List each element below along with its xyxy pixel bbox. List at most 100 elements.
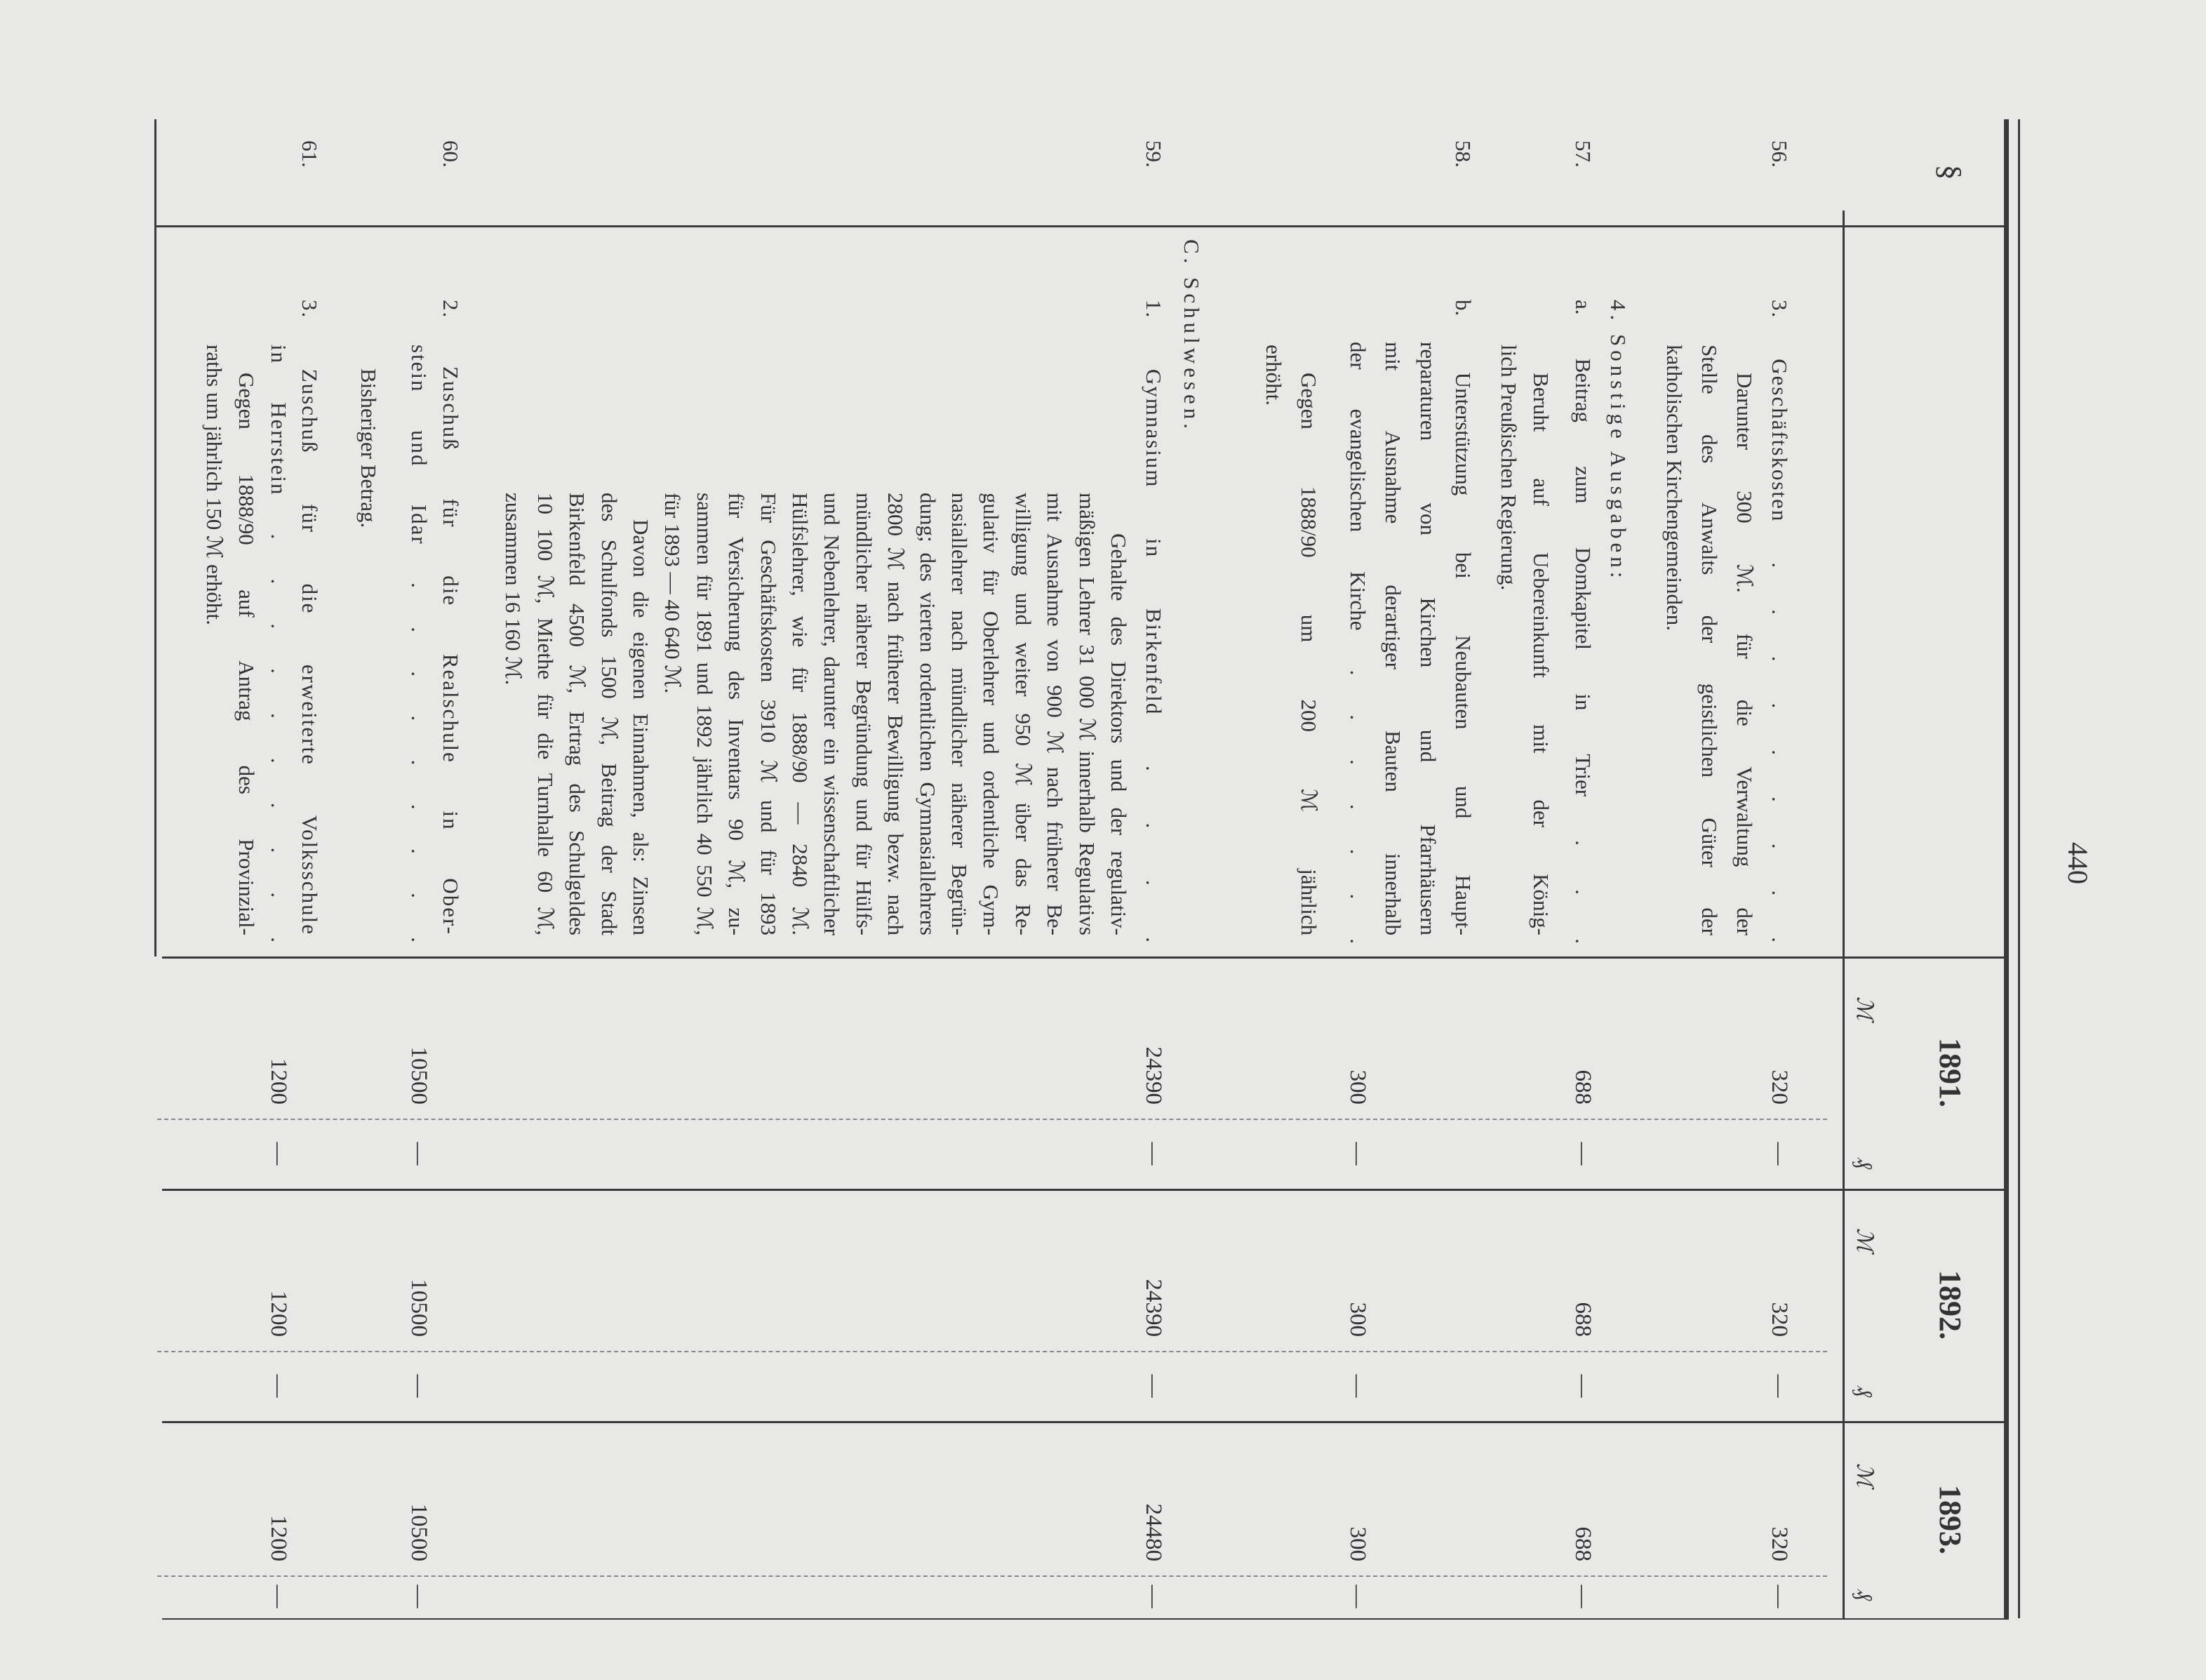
page-number: 440 xyxy=(2062,842,2094,884)
amount-pfennig-0: — xyxy=(406,1142,432,1166)
table-rule xyxy=(2018,119,2020,1618)
entry-text-line: Stelle des Anwalts der geistlichen Güter… xyxy=(1697,345,1722,935)
entry-text-line: gulativ für Oberlehrer und ordentliche G… xyxy=(979,493,1004,935)
header-pfennig-1892: ₰ xyxy=(1852,1386,1878,1397)
entry-text-line: des Schulfonds 1500 ℳ, Beitrag der Stadt xyxy=(596,493,622,935)
amount-mark-2: 10500 xyxy=(406,1503,432,1562)
amount-pfennig-0: — xyxy=(266,1142,291,1166)
entry-text-line: Davon die eigenen Einnahmen, als: Zinsen xyxy=(629,519,653,935)
column-divider-dashed xyxy=(157,1351,1827,1352)
amount-mark-1: 300 xyxy=(1345,1302,1370,1338)
table-rule xyxy=(2004,119,2009,1618)
entry-text-line: katholischen Kirchengemeinden. xyxy=(1662,345,1687,632)
entry-text-line: mündlicher näherer Begründung und für Hü… xyxy=(851,493,876,935)
entry-text-line: raths um jährlich 150 ℳ erhöht. xyxy=(202,345,227,625)
entry-text-line: Gehalte des Direktors und der regulativ- xyxy=(1107,533,1131,935)
entry-text-line: C. Schulwesen. xyxy=(1179,239,1204,434)
amount-mark-1: 688 xyxy=(1570,1302,1596,1338)
section-number: 58. xyxy=(1451,140,1476,168)
amount-pfennig-2: — xyxy=(1767,1585,1792,1608)
table-rule xyxy=(162,1421,2009,1423)
amount-pfennig-1: — xyxy=(1141,1374,1166,1398)
entry-text-line: nasiallehrer nach mündlicher näherer Beg… xyxy=(947,493,972,935)
entry-text-line: 2. Zuschuß für die Realschule in Ober- xyxy=(439,300,463,935)
section-number: 61. xyxy=(298,140,322,168)
header-mark-1893: ℳ xyxy=(1852,1463,1878,1488)
entry-text-line: erhöht. xyxy=(1262,345,1286,406)
header-year-1891: 1891. xyxy=(1933,1038,1967,1107)
amount-pfennig-2: — xyxy=(406,1585,432,1608)
entry-text-line: 1. Gymnasium in Birkenfeld . . . . xyxy=(1142,300,1166,944)
amount-mark-0: 300 xyxy=(1345,1069,1370,1105)
amount-mark-1: 1200 xyxy=(266,1291,291,1337)
amount-pfennig-0: — xyxy=(1345,1142,1370,1166)
amount-mark-2: 688 xyxy=(1570,1526,1596,1562)
entry-text-line: Bisheriger Betrag. xyxy=(356,368,381,528)
amount-mark-2: 320 xyxy=(1767,1526,1792,1562)
entry-text-line: b. Unterstützung bei Neubauten und Haupt… xyxy=(1451,300,1476,935)
entry-text-line: 3. Zuschuß für die erweiterte Volksschul… xyxy=(298,300,322,935)
header-pfennig-1893: ₰ xyxy=(1852,1589,1878,1601)
entry-text-line: willigung und weiter 950 ℳ über das Re- xyxy=(1010,493,1036,935)
entry-text-line: Für Geschäftskosten 3910 ℳ und für 1893 xyxy=(756,493,781,935)
amount-pfennig-1: — xyxy=(266,1374,291,1398)
amount-pfennig-2: — xyxy=(1345,1585,1370,1608)
column-divider-dashed xyxy=(157,1119,1827,1120)
amount-mark-1: 24390 xyxy=(1141,1279,1166,1338)
entry-text-line: 2800 ℳ nach früherer Bewilligung bezw. n… xyxy=(883,493,909,935)
entry-text-line: mit Ausnahme derartiger Bauten innerhalb xyxy=(1381,342,1405,935)
entry-text-line: dung; des vierten ordentlichen Gymnasial… xyxy=(915,493,940,935)
amount-mark-0: 320 xyxy=(1767,1069,1792,1105)
amount-pfennig-2: — xyxy=(1570,1585,1596,1608)
header-section-symbol: § xyxy=(1933,164,1967,180)
table-rule xyxy=(154,119,156,956)
table-rule xyxy=(162,1618,2009,1620)
entry-text-line: für Versicherung des Inventars 90 ℳ, zu- xyxy=(724,493,749,935)
amount-pfennig-0: — xyxy=(1570,1142,1596,1166)
section-number: 60. xyxy=(439,140,463,168)
entry-text-line: mit Ausnahme von 900 ℳ nach früherer Be- xyxy=(1043,493,1068,935)
amount-mark-0: 1200 xyxy=(266,1058,291,1105)
header-pfennig-1891: ₰ xyxy=(1852,1158,1878,1169)
entry-text-line: in Herrstein . . . . . . . . . . xyxy=(267,345,291,944)
amount-mark-2: 300 xyxy=(1345,1526,1370,1562)
amount-mark-2: 1200 xyxy=(266,1515,291,1561)
amount-mark-0: 24390 xyxy=(1141,1046,1166,1105)
entry-text-line: Beruht auf Uebereinkunft mit der König- xyxy=(1529,373,1553,935)
section-number: 59. xyxy=(1142,140,1166,168)
entry-text-line: Darunter 300 ℳ. für die Verwaltung der xyxy=(1732,373,1757,935)
header-year-1892: 1892. xyxy=(1933,1270,1967,1340)
entry-text-line: 3. Geschäftskosten . . . . . . . . . xyxy=(1767,300,1792,944)
amount-pfennig-0: — xyxy=(1767,1142,1792,1166)
entry-text-line: 10 100 ℳ, Miethe für die Turnhalle 60 ℳ, xyxy=(533,493,558,935)
entry-text-line: sammen für 1891 und 1892 jährlich 40 550… xyxy=(692,493,717,935)
header-mark-1891: ℳ xyxy=(1852,996,1878,1021)
entry-text-line: für 1893 — 40 640 ℳ. xyxy=(660,493,686,694)
table-rule xyxy=(155,225,2009,227)
header-mark-1892: ℳ xyxy=(1852,1228,1878,1253)
entry-text-line: und Nebenlehrer, darunter ein wissenscha… xyxy=(820,493,845,935)
amount-pfennig-1: — xyxy=(1345,1374,1370,1398)
amount-pfennig-1: — xyxy=(406,1374,432,1398)
entry-text-line: zusammen 16 160 ℳ. xyxy=(501,493,526,686)
entry-text-line: lich Preußischen Regierung. xyxy=(1497,345,1521,591)
entry-text-line: a. Beitrag zum Domkapitel in Trier . . . xyxy=(1571,300,1596,944)
amount-pfennig-2: — xyxy=(266,1585,291,1608)
entry-text-line: stein und Idar . . . . . . . . . xyxy=(407,345,432,944)
amount-pfennig-0: — xyxy=(1141,1142,1166,1166)
amount-mark-1: 10500 xyxy=(406,1279,432,1338)
entry-text-line: mäßigen Lehrer 31 000 ℳ innerhalb Regula… xyxy=(1074,493,1099,935)
amount-pfennig-1: — xyxy=(1570,1374,1596,1398)
table-rule xyxy=(1843,211,1845,1618)
amount-mark-0: 10500 xyxy=(406,1046,432,1105)
entry-text-line: Gegen 1888/90 auf Antrag des Provinzial- xyxy=(234,373,259,935)
table-rule xyxy=(162,1189,2009,1191)
header-year-1893: 1893. xyxy=(1933,1485,1967,1554)
amount-mark-1: 320 xyxy=(1767,1302,1792,1338)
section-number: 57. xyxy=(1571,140,1596,168)
section-number: 56. xyxy=(1767,140,1792,168)
amount-pfennig-1: — xyxy=(1767,1374,1792,1398)
entry-text-line: der evangelischen Kirche . . . . . . . xyxy=(1346,342,1370,944)
entry-text-line: Gegen 1888/90 um 200 ℳ jährlich xyxy=(1297,373,1321,935)
